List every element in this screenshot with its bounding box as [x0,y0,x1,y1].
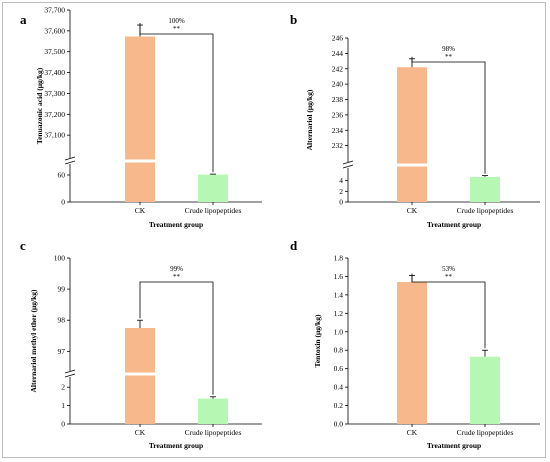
y-axis-title: Alternariol methyl ether (μg/kg) [29,289,38,393]
significance-stars: ** [173,25,181,33]
axis-break-mark [64,373,76,378]
reduction-percent: 53% [442,265,455,273]
x-tick-label: CK [135,206,146,215]
y-tick-label: 236 [332,110,344,119]
y-tick-label: 0.4 [334,383,344,392]
bar-crude-lipopeptides [198,174,228,202]
y-tick-label: 0.6 [334,364,344,373]
y-tick-label: 244 [332,49,344,58]
bar-break-gap [396,163,428,167]
x-axis-title: Treatment group [427,220,481,229]
y-axis-title: Tenuazonic acid (μg/kg) [35,67,44,144]
y-tick-label: 246 [332,34,344,43]
bar-crude-lipopeptides [470,356,500,424]
x-tick-label: Crude lipopeptides [457,428,514,437]
panel-label: d [290,238,298,253]
y-tick-label: 0.2 [334,401,344,410]
y-tick-label: 98 [58,316,66,325]
y-tick-label: 240 [332,80,344,89]
y-tick-label: 0 [61,420,65,429]
panel-a: a 0 60 37,100 37,200 37,300 37,400 37,500 37,600… [20,6,262,229]
y-tick-label: 1.2 [334,309,344,318]
bar-ck [397,281,427,424]
panel-b: b 0 2 4 232 234 236 238 240 242 244 246 CK Crude lipo… [290,12,540,229]
panel-label: a [20,12,27,27]
panel-d: d 0.0 0.2 0.4 0.6 0.8 1.0 1.2 1.4 1.6 1.8 CK Crude l… [290,238,540,450]
x-tick-label: Crude lipopeptides [185,428,242,437]
y-tick-label: 37,700 [44,6,65,15]
significance-bracket [411,56,486,174]
y-tick-label: 37,600 [44,26,65,35]
y-tick-label: 0 [61,198,65,207]
bar-ck [125,328,155,424]
y-tick-label: 1.4 [334,290,344,299]
y-tick-label: 99 [58,285,66,294]
bar-ck [397,67,427,203]
significance-stars: ** [445,273,453,281]
reduction-percent: 99% [170,265,183,273]
bar-ck [125,36,155,202]
axis-break-mark [64,369,76,374]
y-tick-label: 0.8 [334,346,344,355]
axis-break-gap [65,158,75,164]
y-tick-label: 242 [332,64,344,73]
y-tick-label: 2 [339,187,343,196]
y-tick-label: 100 [54,254,66,263]
y-tick-label: 232 [332,141,344,150]
bar-break-gap [124,372,156,376]
y-tick-label: 37,400 [44,68,65,77]
x-axis-title: Treatment group [149,441,203,450]
panel-c: c 0 1 2 97 98 99 100 CK Crude lipopeptides 99%** Tr… [20,238,262,450]
panel-label: b [290,12,297,27]
x-tick-label: CK [407,428,418,437]
significance-stars: ** [173,273,181,281]
y-tick-label: 234 [332,126,344,135]
significance-stars: ** [445,53,453,61]
axis-break-mark [64,156,76,161]
panel-label: c [20,238,26,253]
y-tick-label: 1.6 [334,272,344,281]
y-tick-label: 1 [61,401,65,410]
y-tick-label: 2 [61,383,65,392]
x-tick-label: CK [135,428,146,437]
y-tick-label: 37,300 [44,89,65,98]
x-axis-title: Treatment group [427,441,481,450]
axis-break-mark [342,164,354,169]
y-tick-label: 238 [332,95,344,104]
y-axis-title: Alternariol (μg/kg) [305,89,314,150]
y-tick-label: 4 [339,176,343,185]
x-tick-label: Crude lipopeptides [185,206,242,215]
axis-break-mark [342,160,354,165]
significance-bracket [411,273,486,349]
y-tick-label: 97 [58,347,66,356]
y-tick-label: 37,200 [44,110,65,119]
bar-break-gap [124,159,156,163]
figure-frame [2,2,546,458]
y-tick-label: 0.0 [334,420,344,429]
x-axis-title: Treatment group [149,220,203,229]
significance-bracket [139,281,214,395]
axis-break-mark [64,160,76,165]
x-tick-label: CK [407,206,418,215]
axis-break-gap [343,162,353,168]
axis-break-gap [65,371,75,377]
y-tick-label: 60 [58,171,66,180]
bar-crude-lipopeptides [198,398,228,424]
y-axis-title: Tentoxin (μg/kg) [313,314,322,367]
y-tick-label: 37,500 [44,47,65,56]
reduction-percent: 98% [442,45,455,53]
y-tick-label: 1.8 [334,254,344,263]
y-tick-label: 0 [339,198,343,207]
y-tick-label: 1.0 [334,327,344,336]
bar-crude-lipopeptides [470,176,500,202]
significance-bracket [139,23,214,173]
reduction-percent: 100% [168,17,185,25]
x-tick-label: Crude lipopeptides [457,206,514,215]
y-tick-label: 37,100 [44,131,65,140]
